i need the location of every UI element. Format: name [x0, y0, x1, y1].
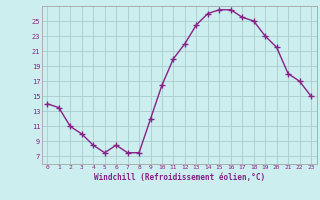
X-axis label: Windchill (Refroidissement éolien,°C): Windchill (Refroidissement éolien,°C) — [94, 173, 265, 182]
